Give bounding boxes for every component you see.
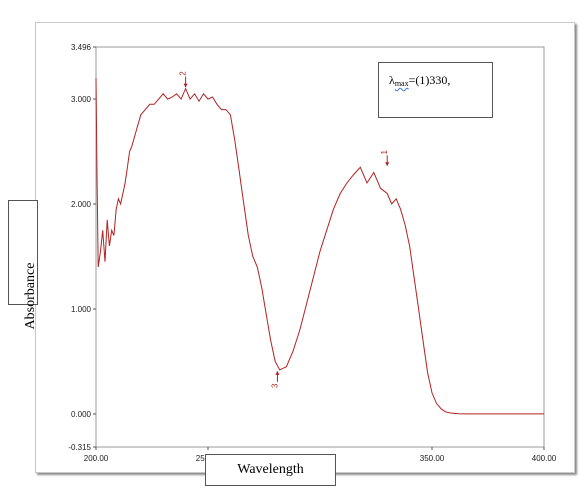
y-tick-label: 3.496 [71,43,92,52]
lambda-max-text: λmax=(1)330, [389,73,450,88]
lambda-value: =(1)330, [408,73,451,87]
y-tick-label: 1.000 [71,305,92,314]
peak-marker-1: 1 [380,150,390,167]
peak-label: 3 [270,383,279,388]
y-tick-label: 0.000 [71,410,92,419]
peak-markers: 1 2 3 [179,71,390,388]
lambda-max-annotation: λmax=(1)330, [378,62,493,118]
peak-marker-arrow [183,83,188,88]
absorbance-line [95,78,544,415]
y-axis-label: Absorbance [23,262,38,330]
y-tick-label: -0.315 [68,443,91,452]
y-ticks: 3.496 3.000 2.000 1.000 0.000 -0.315 [68,43,96,452]
peak-marker-2: 2 [179,71,188,88]
lambda-symbol: λ [389,73,395,87]
y-tick-label: 3.000 [71,95,92,104]
peak-marker-arrow [275,370,280,375]
peak-label: 2 [179,71,188,76]
x-tick-label: 200.00 [84,454,109,463]
lambda-subscript: max [394,79,409,88]
y-axis-label-box [8,200,38,305]
peak-marker-3: 3 [270,370,280,388]
x-tick-label: 400.00 [532,454,557,463]
x-axis-label: Wavelength [205,454,336,486]
x-tick-label: 350.00 [420,454,445,463]
y-tick-label: 2.000 [71,200,92,209]
peak-label: 1 [380,150,389,155]
peak-marker-arrow [385,162,390,167]
